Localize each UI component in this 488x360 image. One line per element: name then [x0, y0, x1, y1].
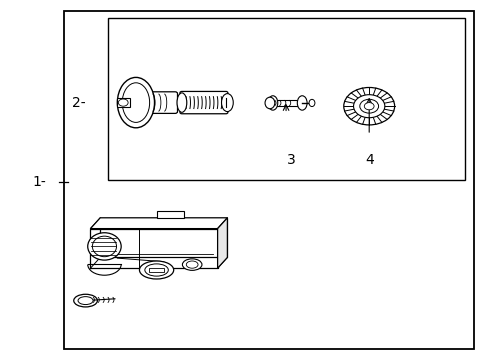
Circle shape — [359, 99, 378, 113]
Ellipse shape — [264, 97, 274, 109]
Ellipse shape — [117, 77, 154, 128]
Bar — [272, 100, 302, 106]
Ellipse shape — [78, 297, 93, 305]
Ellipse shape — [186, 261, 198, 268]
Bar — [157, 211, 184, 218]
Ellipse shape — [308, 99, 314, 107]
Circle shape — [343, 87, 394, 125]
Bar — [107, 18, 464, 180]
Ellipse shape — [267, 96, 277, 110]
Circle shape — [364, 103, 373, 110]
Ellipse shape — [122, 83, 149, 122]
Ellipse shape — [74, 294, 97, 307]
Polygon shape — [90, 218, 227, 229]
Text: 2-: 2- — [72, 96, 85, 109]
Text: 1-: 1- — [33, 175, 46, 189]
Ellipse shape — [139, 261, 173, 279]
Text: 4: 4 — [364, 153, 373, 167]
Ellipse shape — [87, 233, 121, 260]
Bar — [63, 11, 473, 349]
Circle shape — [353, 95, 384, 118]
Bar — [148, 268, 164, 272]
Text: 3: 3 — [286, 153, 295, 167]
Ellipse shape — [182, 259, 202, 270]
FancyBboxPatch shape — [133, 92, 177, 113]
Ellipse shape — [177, 93, 186, 112]
Ellipse shape — [144, 264, 168, 276]
Bar — [117, 98, 129, 107]
Ellipse shape — [118, 99, 128, 106]
Ellipse shape — [221, 94, 233, 112]
Ellipse shape — [297, 96, 306, 110]
FancyBboxPatch shape — [180, 91, 227, 114]
Ellipse shape — [92, 236, 116, 257]
Polygon shape — [217, 218, 227, 268]
